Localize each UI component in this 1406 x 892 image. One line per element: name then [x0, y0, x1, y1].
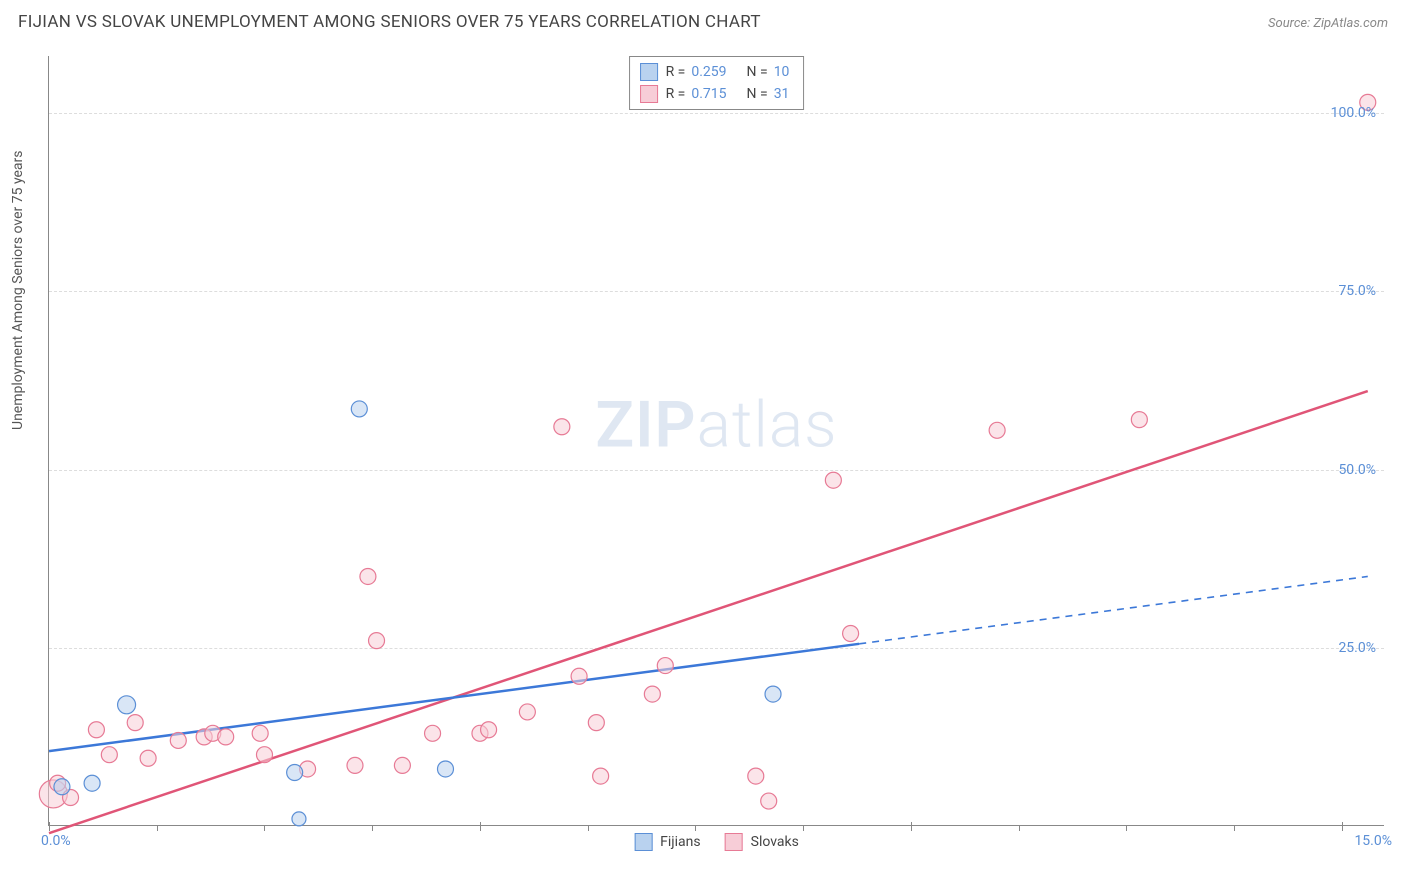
- data-point-slovaks: [554, 419, 570, 435]
- data-point-slovaks: [761, 793, 777, 809]
- data-point-fijians: [765, 686, 781, 702]
- x-axis-max-label: 15.0%: [1354, 833, 1392, 849]
- data-point-slovaks: [127, 715, 143, 731]
- x-axis-min-label: 0.0%: [41, 833, 71, 849]
- stat-n-label: N =: [747, 83, 768, 105]
- data-point-slovaks: [644, 686, 660, 702]
- chart-plot-area: ZIPatlas R =0.259N =10R =0.715N =31 25.0…: [48, 56, 1384, 826]
- data-point-slovaks: [347, 757, 363, 773]
- stat-swatch: [640, 85, 658, 103]
- data-point-slovaks: [657, 658, 673, 674]
- legend-item: Fijians: [634, 833, 700, 851]
- data-point-slovaks: [256, 747, 272, 763]
- data-point-fijians: [54, 779, 70, 795]
- data-point-slovaks: [593, 768, 609, 784]
- legend-swatch: [725, 833, 743, 851]
- data-point-slovaks: [360, 568, 376, 584]
- y-tick-label: 75.0%: [1338, 283, 1376, 299]
- legend-item: Slovaks: [725, 833, 799, 851]
- data-point-fijians: [84, 775, 100, 791]
- data-point-fijians: [351, 401, 367, 417]
- data-point-slovaks: [989, 422, 1005, 438]
- data-point-slovaks: [140, 750, 156, 766]
- chart-title: FIJIAN VS SLOVAK UNEMPLOYMENT AMONG SENI…: [18, 12, 761, 32]
- data-point-slovaks: [252, 725, 268, 741]
- y-tick-label: 100.0%: [1331, 105, 1376, 121]
- legend-label: Fijians: [660, 834, 700, 850]
- data-point-slovaks: [218, 729, 234, 745]
- stat-r-label: R =: [666, 83, 686, 105]
- stat-n-value: 31: [774, 83, 790, 105]
- data-point-slovaks: [825, 472, 841, 488]
- data-point-slovaks: [588, 715, 604, 731]
- y-axis-label: Unemployment Among Seniors over 75 years: [10, 151, 26, 431]
- data-point-slovaks: [1131, 412, 1147, 428]
- stat-n-value: 10: [774, 61, 790, 83]
- data-point-slovaks: [425, 725, 441, 741]
- data-point-fijians: [437, 761, 453, 777]
- legend-swatch: [634, 833, 652, 851]
- y-tick-label: 25.0%: [1338, 640, 1376, 656]
- data-point-fijians: [287, 765, 303, 781]
- data-point-slovaks: [571, 668, 587, 684]
- source-attribution: Source: ZipAtlas.com: [1268, 16, 1388, 31]
- data-point-slovaks: [369, 633, 385, 649]
- data-point-slovaks: [101, 747, 117, 763]
- legend-label: Slovaks: [751, 834, 799, 850]
- chart-svg: [49, 56, 1384, 825]
- data-point-slovaks: [748, 768, 764, 784]
- data-point-fijians: [292, 812, 306, 826]
- data-point-slovaks: [394, 757, 410, 773]
- data-point-slovaks: [170, 732, 186, 748]
- legend: Fijians Slovaks: [634, 833, 799, 851]
- data-point-fijians: [118, 696, 136, 714]
- stat-n-label: N =: [747, 61, 768, 83]
- data-point-slovaks: [88, 722, 104, 738]
- stat-r-value: 0.715: [691, 83, 726, 105]
- data-point-slovaks: [843, 626, 859, 642]
- correlation-stats-box: R =0.259 N = 10 R =0.715 N = 31: [629, 56, 805, 110]
- data-point-slovaks: [519, 704, 535, 720]
- stat-swatch: [640, 63, 658, 81]
- data-point-slovaks: [481, 722, 497, 738]
- stat-r-label: R =: [666, 61, 686, 83]
- y-tick-label: 50.0%: [1338, 462, 1376, 478]
- stat-r-value: 0.259: [691, 61, 726, 83]
